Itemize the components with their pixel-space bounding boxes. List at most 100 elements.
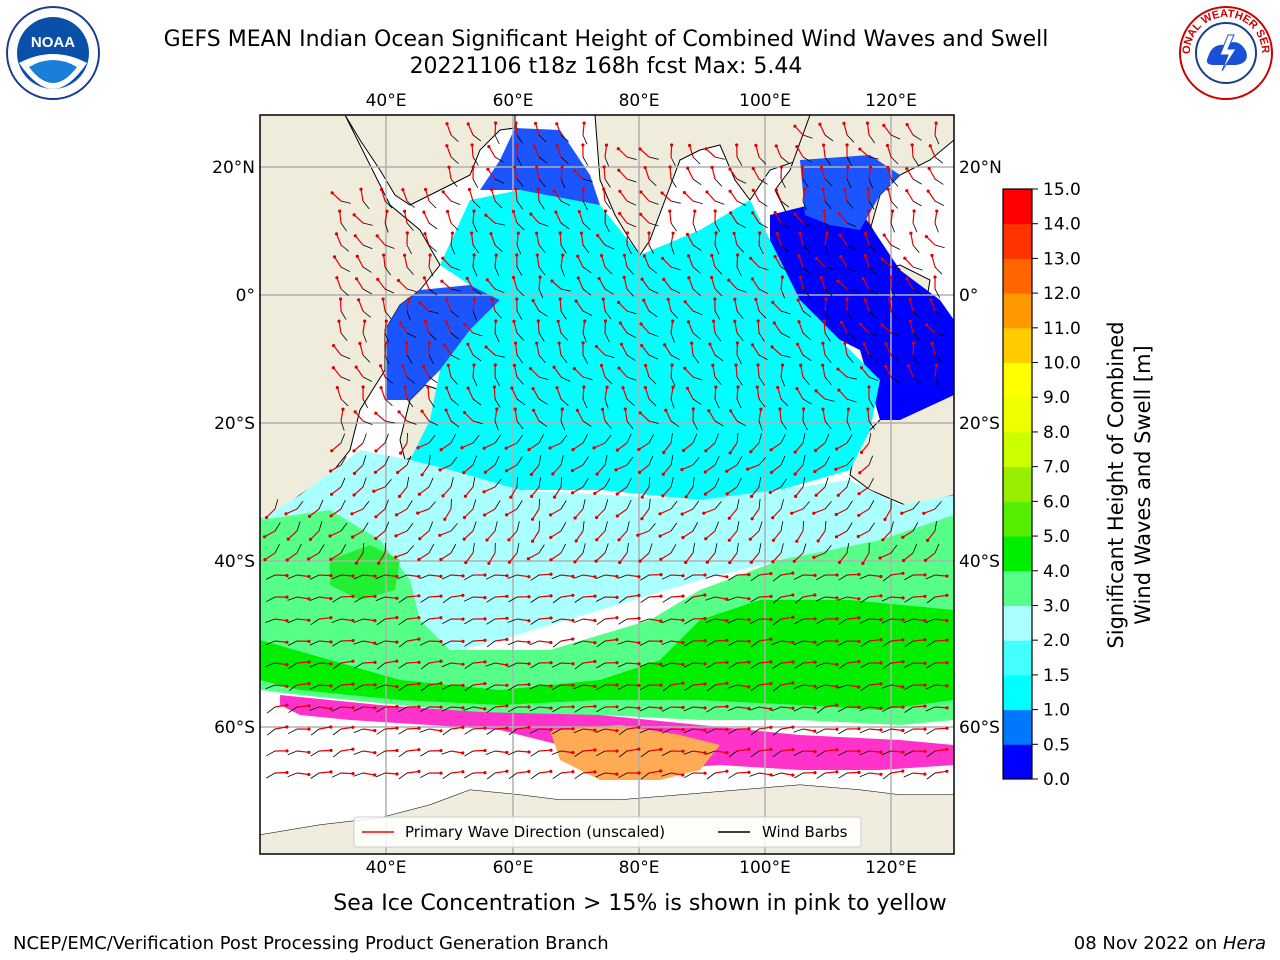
wave-arrow: [645, 365, 650, 378]
wave-arrow: [596, 508, 606, 518]
wind-barb: [582, 456, 589, 466]
wind-barb: [750, 596, 760, 603]
wave-arrow: [931, 343, 936, 356]
wind-barb: [714, 178, 723, 187]
wave-arrow: [531, 464, 540, 475]
wave-arrow-head: [671, 319, 675, 323]
wave-arrow-head: [813, 749, 817, 754]
wind-barb: [626, 521, 630, 532]
wave-arrow: [867, 409, 870, 422]
wind-barb: [362, 354, 371, 363]
wind-barb: [450, 477, 454, 488]
wind-barb: [472, 434, 480, 444]
wind-barb: [472, 200, 481, 209]
wave-arrow: [338, 321, 342, 334]
wind-barb: [692, 200, 703, 205]
wave-arrow-head: [881, 538, 885, 542]
wave-arrow-head: [375, 234, 379, 238]
wave-arrow: [890, 211, 894, 224]
wave-arrow-head: [285, 684, 289, 688]
wave-arrow: [506, 508, 518, 516]
wind-barb: [551, 684, 562, 690]
wind-barb: [288, 662, 298, 669]
wind-barb: [442, 728, 452, 736]
wave-arrow-head: [903, 256, 907, 260]
wave-arrow: [752, 190, 760, 202]
wind-barb: [441, 574, 452, 580]
wave-arrow-head: [945, 706, 949, 710]
wave-arrow: [661, 192, 672, 202]
wave-arrow: [486, 279, 496, 290]
wave-arrow: [515, 189, 518, 202]
wave-arrow-head: [535, 341, 539, 345]
wind-barb: [780, 455, 786, 466]
wind-barb: [670, 354, 680, 361]
wind-barb: [472, 266, 478, 277]
wind-barb: [573, 618, 584, 623]
wave-arrow-head: [791, 593, 795, 597]
wave-arrow: [713, 321, 716, 334]
wave-arrow-head: [604, 143, 609, 147]
wind-barb: [837, 706, 848, 712]
wind-barb: [860, 596, 870, 603]
wind-barb: [692, 156, 701, 165]
wave-arrow: [556, 387, 562, 400]
wave-arrow: [472, 683, 485, 686]
wind-barb: [846, 543, 850, 554]
wave-arrow: [910, 233, 914, 246]
wave-arrow: [340, 618, 353, 622]
wave-arrow-head: [681, 681, 685, 685]
wave-arrow: [799, 277, 804, 290]
wave-arrow-head: [461, 706, 465, 710]
wave-arrow: [309, 530, 320, 540]
wave-arrow: [861, 442, 870, 453]
wave-arrow: [663, 442, 672, 453]
wave-arrow: [802, 684, 815, 687]
wave-arrow-head: [330, 449, 334, 453]
wind-barb: [838, 662, 848, 670]
wave-arrow-head: [512, 319, 516, 323]
wave-arrow-head: [549, 594, 553, 598]
wind-barb: [802, 266, 811, 274]
wave-arrow-head: [529, 472, 534, 476]
wave-arrow: [604, 772, 617, 775]
wave-arrow: [794, 464, 804, 475]
wind-barb: [859, 728, 870, 734]
lon-tick-top-4: 100°E: [739, 91, 791, 111]
wind-barb: [384, 376, 393, 384]
wave-arrow-head: [621, 386, 625, 390]
wave-arrow-head: [549, 728, 553, 732]
wind-barb: [560, 222, 570, 230]
wave-arrow-head: [450, 231, 454, 235]
wind-barb: [582, 134, 588, 145]
wind-barb: [406, 244, 412, 255]
wave-arrow: [862, 552, 870, 564]
wave-arrow-head: [615, 492, 619, 496]
wave-arrow: [868, 772, 881, 775]
wind-barb: [450, 156, 459, 164]
wave-arrow-head: [507, 560, 511, 564]
wind-barb: [287, 618, 298, 624]
wind-barb: [552, 772, 562, 780]
wind-barb: [398, 596, 408, 604]
wind-barb: [794, 662, 804, 669]
wave-arrow-head: [622, 253, 627, 257]
wave-arrow: [296, 705, 310, 708]
wave-arrow-head: [732, 231, 736, 235]
wind-barb: [736, 178, 747, 184]
wave-arrow: [681, 508, 694, 515]
wave-arrow: [824, 684, 837, 688]
wind-barb: [450, 266, 461, 271]
wave-arrow-head: [769, 637, 773, 641]
wave-arrow-head: [659, 728, 663, 732]
wave-arrow-head: [483, 617, 487, 621]
wind-barb: [287, 640, 298, 646]
wave-arrow-head: [602, 165, 606, 169]
wave-arrow-head: [571, 662, 575, 666]
wave-arrow: [858, 508, 870, 516]
wave-arrow: [692, 662, 706, 665]
wave-arrow: [530, 368, 540, 378]
wave-arrow-head: [341, 407, 345, 411]
wave-arrow: [791, 508, 804, 514]
wave-arrow-head: [593, 618, 597, 623]
